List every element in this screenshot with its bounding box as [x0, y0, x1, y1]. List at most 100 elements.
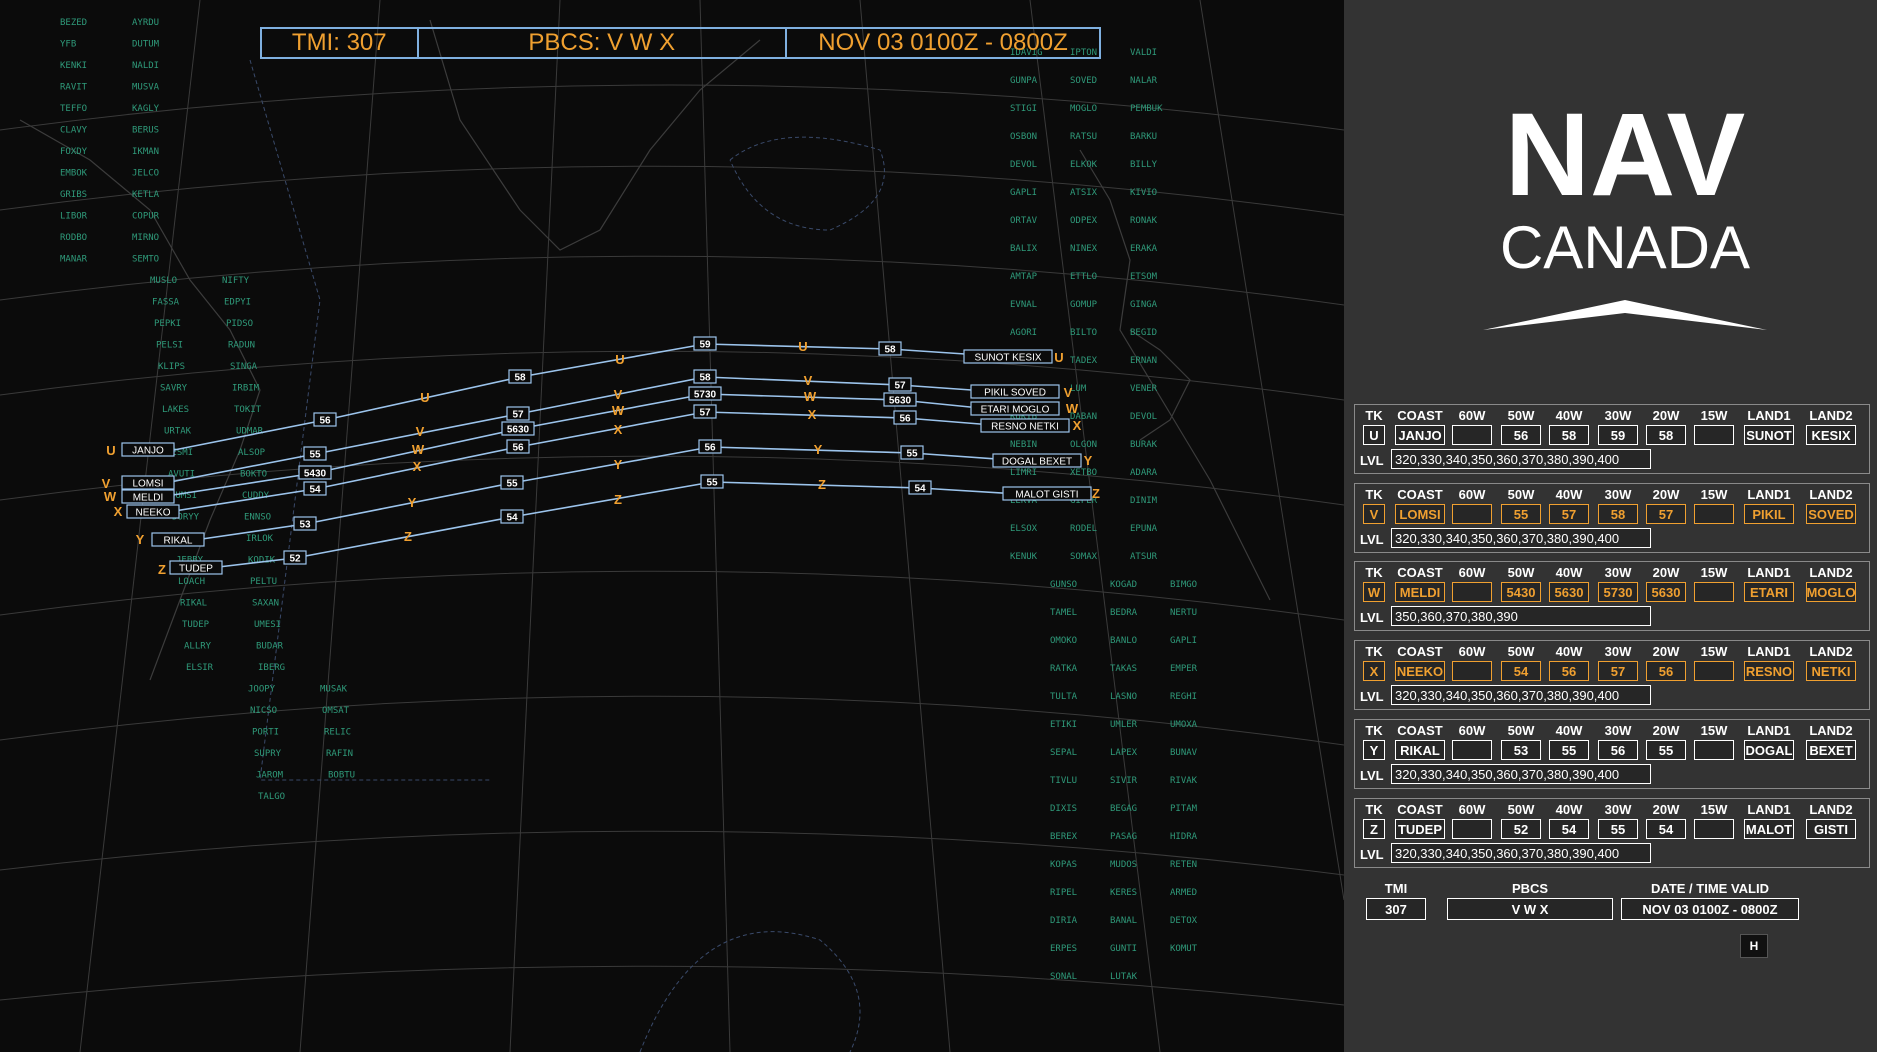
- w60-field[interactable]: [1452, 819, 1492, 839]
- coast-field[interactable]: NEEKO: [1395, 661, 1445, 681]
- w40-field[interactable]: 57: [1549, 504, 1589, 524]
- land2-field[interactable]: MOGLO: [1806, 582, 1856, 602]
- land2-field[interactable]: KESIX: [1806, 425, 1856, 445]
- column-header-50w: 50W: [1507, 565, 1535, 580]
- waypoint-label: LOACH: [178, 577, 205, 587]
- lat-box: [506, 439, 530, 454]
- land1-field[interactable]: ETARI: [1744, 582, 1794, 602]
- waypoint-label: KENKI: [60, 61, 87, 71]
- level-field[interactable]: 350,360,370,380,390: [1391, 606, 1651, 626]
- w20-field[interactable]: 5630: [1646, 582, 1686, 602]
- land1-field[interactable]: PIKIL: [1744, 504, 1794, 524]
- waypoint-label: BOKTO: [240, 470, 267, 480]
- waypoint-label: SAVRY: [160, 384, 188, 394]
- w50-field[interactable]: 54: [1501, 661, 1541, 681]
- w50-field[interactable]: 55: [1501, 504, 1541, 524]
- land-box-y: [992, 453, 1082, 468]
- track-line-v[interactable]: [159, 376, 1001, 485]
- waypoint-label: BEGAG: [1110, 804, 1137, 814]
- coast-field[interactable]: MELDI: [1395, 582, 1445, 602]
- w15-field[interactable]: [1694, 504, 1734, 524]
- track-id-field[interactable]: U: [1363, 425, 1385, 445]
- w50-field[interactable]: 53: [1501, 740, 1541, 760]
- w40-field[interactable]: 56: [1549, 661, 1589, 681]
- land1-field[interactable]: DOGAL: [1744, 740, 1794, 760]
- w30-field[interactable]: 5730: [1598, 582, 1638, 602]
- track-line-u[interactable]: [173, 343, 1011, 451]
- footer-date-field[interactable]: NOV 03 0100Z - 0800Z: [1621, 898, 1799, 920]
- track-panel-z: TK Z COAST TUDEP 60W 50W 52 40W 54 30W 55 20W 54 15W L…: [1354, 798, 1870, 868]
- land1-field[interactable]: MALOT: [1744, 819, 1794, 839]
- track-line-x[interactable]: [167, 411, 1006, 513]
- w30-field[interactable]: 59: [1598, 425, 1638, 445]
- column-header-30w: 30W: [1604, 487, 1632, 502]
- waypoint-label: GAPLI: [1010, 188, 1037, 198]
- w30-field[interactable]: 56: [1598, 740, 1638, 760]
- w20-field[interactable]: 56: [1646, 661, 1686, 681]
- coast-label-y: RIKAL: [164, 536, 193, 547]
- level-field[interactable]: 320,330,340,350,360,370,380,390,400: [1391, 685, 1651, 705]
- w60-field[interactable]: [1452, 582, 1492, 602]
- land2-field[interactable]: SOVED: [1806, 504, 1856, 524]
- w15-field[interactable]: [1694, 661, 1734, 681]
- level-field[interactable]: 320,330,340,350,360,370,380,390,400: [1391, 843, 1651, 863]
- w20-field[interactable]: 55: [1646, 740, 1686, 760]
- track-id-field[interactable]: X: [1363, 661, 1385, 681]
- waypoint-label: LAPEX: [1110, 748, 1138, 758]
- column-header-land1: LAND1: [1747, 408, 1791, 423]
- coast-field[interactable]: JANJO: [1395, 425, 1445, 445]
- w60-field[interactable]: [1452, 504, 1492, 524]
- h-button[interactable]: H: [1740, 934, 1768, 958]
- w20-field[interactable]: 57: [1646, 504, 1686, 524]
- footer-tmi-field[interactable]: 307: [1366, 898, 1426, 920]
- w15-field[interactable]: [1694, 740, 1734, 760]
- track-line-y[interactable]: [194, 446, 1026, 541]
- w20-field[interactable]: 58: [1646, 425, 1686, 445]
- w40-field[interactable]: 5630: [1549, 582, 1589, 602]
- coast-field[interactable]: RIKAL: [1395, 740, 1445, 760]
- track-id-field[interactable]: V: [1363, 504, 1385, 524]
- land1-field[interactable]: SUNOT: [1744, 425, 1794, 445]
- w60-field[interactable]: [1452, 740, 1492, 760]
- column-header-40w: 40W: [1555, 565, 1583, 580]
- waypoint-label: RONAK: [1130, 216, 1158, 226]
- coast-field[interactable]: LOMSI: [1395, 504, 1445, 524]
- level-field[interactable]: 320,330,340,350,360,370,380,390,400: [1391, 449, 1651, 469]
- w50-field[interactable]: 56: [1501, 425, 1541, 445]
- waypoint-label: BANLO: [1110, 636, 1137, 646]
- w40-field[interactable]: 55: [1549, 740, 1589, 760]
- column-header-40w: 40W: [1555, 723, 1583, 738]
- footer-pbcs-field[interactable]: V W X: [1447, 898, 1613, 920]
- w15-field[interactable]: [1694, 819, 1734, 839]
- track-id-field[interactable]: W: [1363, 582, 1385, 602]
- coast-field[interactable]: TUDEP: [1395, 819, 1445, 839]
- w40-field[interactable]: 54: [1549, 819, 1589, 839]
- level-field[interactable]: 320,330,340,350,360,370,380,390,400: [1391, 528, 1651, 548]
- waypoint-label: ERNAN: [1130, 356, 1157, 366]
- waypoint-label: IKMAN: [132, 147, 159, 157]
- column-header-land2: LAND2: [1809, 408, 1853, 423]
- land2-field[interactable]: NETKI: [1806, 661, 1856, 681]
- land2-field[interactable]: GISTI: [1806, 819, 1856, 839]
- w50-field[interactable]: 52: [1501, 819, 1541, 839]
- w20-field[interactable]: 54: [1646, 819, 1686, 839]
- w50-field[interactable]: 5430: [1501, 582, 1541, 602]
- track-line-w[interactable]: [159, 393, 1001, 498]
- track-map[interactable]: BEZED AYRDU YFB DUTUM KENKI NALDI RAVIT MUSVA TE…: [0, 0, 1344, 1052]
- track-id-field[interactable]: Z: [1363, 819, 1385, 839]
- w30-field[interactable]: 57: [1598, 661, 1638, 681]
- level-field[interactable]: 320,330,340,350,360,370,380,390,400: [1391, 764, 1651, 784]
- land1-field[interactable]: RESNO: [1744, 661, 1794, 681]
- w15-field[interactable]: [1694, 425, 1734, 445]
- w60-field[interactable]: [1452, 425, 1492, 445]
- map-canvas[interactable]: BEZED AYRDU YFB DUTUM KENKI NALDI RAVIT MUSVA TE…: [0, 0, 1344, 1052]
- track-line-z[interactable]: [209, 481, 1036, 569]
- land2-field[interactable]: BEXET: [1806, 740, 1856, 760]
- track-id-field[interactable]: Y: [1363, 740, 1385, 760]
- w40-field[interactable]: 58: [1549, 425, 1589, 445]
- w30-field[interactable]: 58: [1598, 504, 1638, 524]
- w60-field[interactable]: [1452, 661, 1492, 681]
- track-letter-y: Y: [136, 532, 145, 547]
- w15-field[interactable]: [1694, 582, 1734, 602]
- w30-field[interactable]: 55: [1598, 819, 1638, 839]
